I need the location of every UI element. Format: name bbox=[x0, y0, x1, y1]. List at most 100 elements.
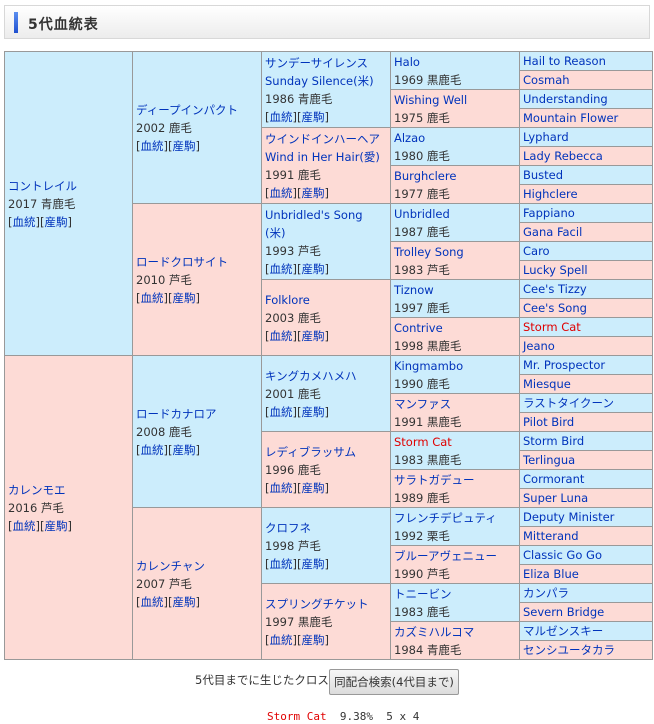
horse-link[interactable]: ロードカナロア bbox=[136, 406, 217, 421]
horse-link[interactable]: Storm Bird bbox=[523, 434, 585, 448]
horse-link[interactable]: クロフネ bbox=[265, 520, 311, 535]
horse-link[interactable]: Mr. Prospector bbox=[523, 358, 606, 372]
pedigree-link[interactable]: 血統 bbox=[269, 328, 293, 343]
progeny-link[interactable]: 産駒 bbox=[301, 480, 325, 495]
horse-link[interactable]: Alzao bbox=[394, 130, 426, 145]
horse-link[interactable]: Hail to Reason bbox=[523, 54, 606, 68]
horse-link[interactable]: カレンチャン bbox=[136, 558, 205, 573]
pedigree-link[interactable]: 血統 bbox=[269, 404, 293, 419]
horse-link[interactable]: Burghclere bbox=[394, 168, 457, 183]
progeny-link[interactable]: 産駒 bbox=[301, 109, 325, 124]
pedigree-link[interactable]: 血統 bbox=[269, 632, 293, 647]
horse-link[interactable]: Lucky Spell bbox=[523, 263, 588, 277]
cross-horse-link[interactable]: Storm Cat bbox=[267, 710, 327, 723]
horse-link[interactable]: Cee's Song bbox=[523, 301, 587, 315]
horse-link[interactable]: Lyphard bbox=[523, 130, 569, 144]
horse-link[interactable]: Jeano bbox=[523, 339, 555, 353]
horse-link[interactable]: Pilot Bird bbox=[523, 415, 575, 429]
progeny-link[interactable]: 産駒 bbox=[301, 261, 325, 276]
horse-link[interactable]: Classic Go Go bbox=[523, 548, 602, 562]
pedigree-cell-gen5: Classic Go Go bbox=[519, 545, 653, 565]
pedigree-link[interactable]: 血統 bbox=[140, 138, 164, 153]
horse-link[interactable]: カンパラ bbox=[523, 586, 569, 600]
horse-link[interactable]: Busted bbox=[523, 168, 564, 182]
horse-link[interactable]: Wishing Well bbox=[394, 92, 468, 107]
pedigree-link[interactable]: 血統 bbox=[269, 556, 293, 571]
horse-link[interactable]: Folklore bbox=[265, 292, 310, 307]
pedigree-cell-gen5: Cee's Tizzy bbox=[519, 279, 653, 299]
progeny-link[interactable]: 産駒 bbox=[172, 290, 196, 305]
horse-link[interactable]: ラストタイクーン bbox=[523, 396, 614, 410]
progeny-link[interactable]: 産駒 bbox=[172, 138, 196, 153]
pedigree-link[interactable]: 血統 bbox=[269, 185, 293, 200]
horse-link[interactable]: Contrive bbox=[394, 320, 443, 335]
horse-link[interactable]: Mitterand bbox=[523, 529, 579, 543]
horse-link[interactable]: Caro bbox=[523, 244, 550, 258]
horse-info: 1997 鹿毛 bbox=[394, 300, 450, 315]
progeny-link[interactable]: 産駒 bbox=[301, 556, 325, 571]
horse-link[interactable]: ブルーアヴェニュー bbox=[394, 548, 498, 563]
horse-link[interactable]: Cormorant bbox=[523, 472, 585, 486]
horse-link[interactable]: センシユータカラ bbox=[523, 643, 615, 657]
progeny-link[interactable]: 産駒 bbox=[301, 328, 325, 343]
horse-link[interactable]: Unbridled bbox=[394, 206, 450, 221]
horse-link[interactable]: カズミハルコマ bbox=[394, 624, 475, 639]
pedigree-link[interactable]: 血統 bbox=[12, 518, 36, 533]
horse-link[interactable]: サンデーサイレンス bbox=[265, 55, 369, 70]
horse-link[interactable]: Tiznow bbox=[394, 282, 434, 297]
pedigree-link[interactable]: 血統 bbox=[140, 290, 164, 305]
pedigree-row: Gana Facil bbox=[5, 222, 653, 242]
horse-link[interactable]: ウインドインハーヘア bbox=[265, 131, 380, 146]
pedigree-link[interactable]: 血統 bbox=[12, 214, 36, 229]
horse-link[interactable]: Miesque bbox=[523, 377, 571, 391]
horse-link[interactable]: Lady Rebecca bbox=[523, 149, 603, 163]
horse-link[interactable]: レディブラッサム bbox=[265, 444, 356, 459]
horse-link[interactable]: Super Luna bbox=[523, 491, 589, 505]
same-mating-search-button[interactable]: 同配合検索(4代目まで) bbox=[329, 669, 459, 695]
horse-link[interactable]: Storm Cat bbox=[394, 434, 452, 449]
horse-link[interactable]: Kingmambo bbox=[394, 358, 464, 373]
horse-link[interactable]: ディープインパクト bbox=[136, 102, 239, 117]
horse-link[interactable]: サラトガデュー bbox=[394, 472, 475, 487]
pedigree-link[interactable]: 血統 bbox=[269, 109, 293, 124]
horse-link[interactable]: Unbridled's Song bbox=[265, 207, 363, 222]
horse-link[interactable]: Mountain Flower bbox=[523, 111, 619, 125]
horse-link[interactable]: Severn Bridge bbox=[523, 605, 605, 619]
horse-link[interactable]: マルゼンスキー bbox=[523, 624, 604, 638]
horse-link[interactable]: フレンチデピュティ bbox=[394, 510, 497, 525]
pedigree-link[interactable]: 血統 bbox=[269, 480, 293, 495]
horse-link[interactable]: Fappiano bbox=[523, 206, 575, 220]
progeny-link[interactable]: 産駒 bbox=[301, 632, 325, 647]
horse-link[interactable]: カレンモエ bbox=[8, 482, 66, 497]
progeny-link[interactable]: 産駒 bbox=[301, 404, 325, 419]
horse-link-alt[interactable]: Sunday Silence(米) bbox=[265, 73, 374, 88]
horse-link[interactable]: Halo bbox=[394, 54, 420, 69]
horse-link[interactable]: Highclere bbox=[523, 187, 578, 201]
horse-link-alt[interactable]: Wind in Her Hair(愛) bbox=[265, 149, 380, 164]
horse-link[interactable]: マンファス bbox=[394, 396, 452, 411]
pedigree-cell-gen5: Mitterand bbox=[519, 526, 653, 546]
pedigree-link[interactable]: 血統 bbox=[140, 442, 164, 457]
horse-link[interactable]: Deputy Minister bbox=[523, 510, 615, 524]
horse-link[interactable]: Terlingua bbox=[523, 453, 576, 467]
pedigree-link[interactable]: 血統 bbox=[269, 261, 293, 276]
horse-link-alt[interactable]: (米) bbox=[265, 225, 286, 240]
progeny-link[interactable]: 産駒 bbox=[44, 518, 68, 533]
horse-link[interactable]: Gana Facil bbox=[523, 225, 583, 239]
pedigree-link[interactable]: 血統 bbox=[140, 594, 164, 609]
progeny-link[interactable]: 産駒 bbox=[44, 214, 68, 229]
horse-link[interactable]: ロードクロサイト bbox=[136, 254, 228, 269]
horse-link[interactable]: トニービン bbox=[394, 586, 452, 601]
horse-link[interactable]: Understanding bbox=[523, 92, 608, 106]
horse-link[interactable]: スプリングチケット bbox=[265, 596, 369, 611]
horse-link[interactable]: Cosmah bbox=[523, 73, 570, 87]
horse-link[interactable]: コントレイル bbox=[8, 178, 77, 193]
progeny-link[interactable]: 産駒 bbox=[172, 442, 196, 457]
progeny-link[interactable]: 産駒 bbox=[172, 594, 196, 609]
horse-link[interactable]: Storm Cat bbox=[523, 320, 581, 334]
horse-link[interactable]: キングカメハメハ bbox=[265, 368, 357, 383]
progeny-link[interactable]: 産駒 bbox=[301, 185, 325, 200]
horse-link[interactable]: Eliza Blue bbox=[523, 567, 579, 581]
horse-link[interactable]: Trolley Song bbox=[394, 244, 464, 259]
horse-link[interactable]: Cee's Tizzy bbox=[523, 282, 587, 296]
